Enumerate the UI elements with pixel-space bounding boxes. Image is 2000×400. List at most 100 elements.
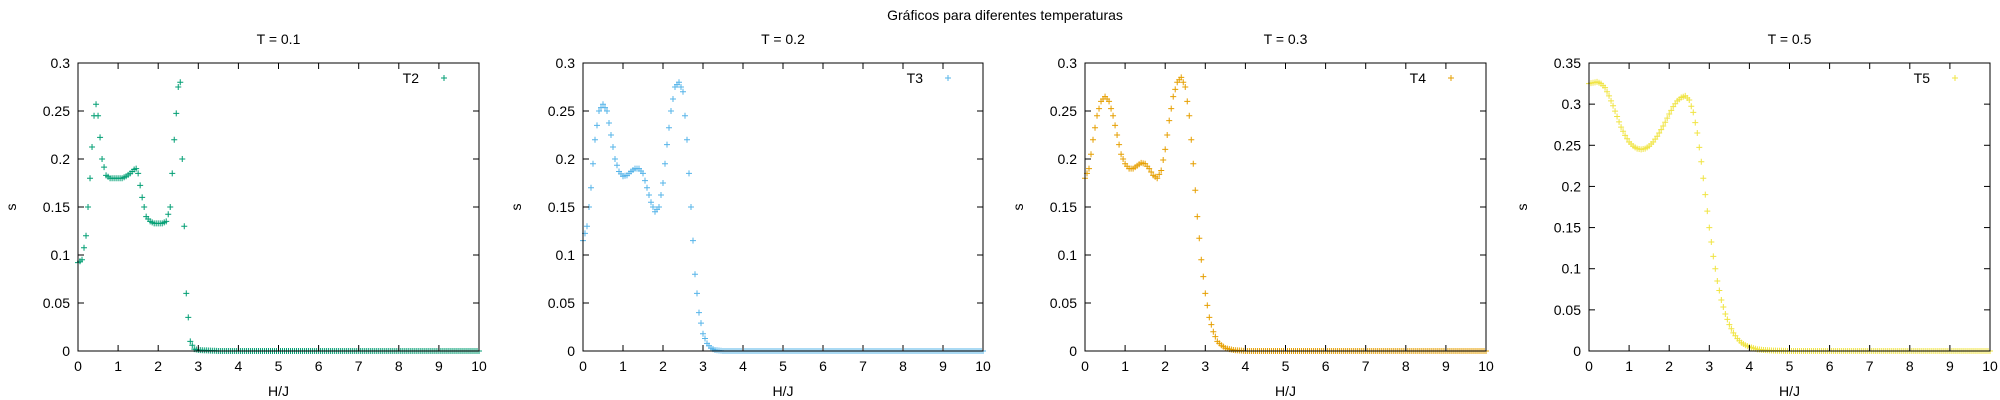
- data-point: [167, 204, 174, 210]
- data-point: [686, 170, 692, 177]
- data-point: [1198, 256, 1205, 263]
- data-point: [1148, 168, 1155, 175]
- y-tick-label: 0.05: [1050, 295, 1077, 311]
- data-point: [1184, 98, 1191, 105]
- data-point: [1698, 158, 1705, 165]
- data-point: [1170, 93, 1177, 100]
- x-tick-label: 2: [1665, 358, 1673, 374]
- data-point: [1720, 303, 1727, 310]
- x-tick-label: 7: [1866, 358, 1874, 374]
- data-point: [642, 177, 648, 184]
- y-tick-label: 0.05: [1554, 302, 1581, 318]
- figure-title: Gráficos para diferentes temperaturas: [887, 7, 1123, 23]
- data-point: [1714, 278, 1721, 285]
- data-point: [179, 156, 186, 162]
- data-point: [1692, 119, 1699, 126]
- data-point: [1206, 314, 1213, 321]
- subplot-title: T = 0.1: [257, 31, 301, 47]
- data-point: [1200, 273, 1207, 280]
- data-point: [1114, 132, 1121, 138]
- subplot-4: T = 0.5 0 1 2 3 4 5 6 7 8 9 10 0 0.05 0.1 0.15 0.2 0.25 0.…: [1514, 31, 1998, 399]
- data-point: [81, 244, 88, 251]
- data-point: [139, 194, 146, 201]
- data-point: [1602, 84, 1609, 91]
- data-point: [606, 120, 612, 126]
- x-tick-label: 2: [1161, 358, 1169, 374]
- data-point: [1696, 144, 1703, 151]
- data-point: [604, 108, 610, 114]
- data-point: [1716, 287, 1723, 294]
- data-point: [682, 112, 688, 119]
- data-point: [1194, 213, 1201, 220]
- data-point: [79, 256, 86, 263]
- data-point: [99, 156, 106, 162]
- data-point: [696, 309, 702, 316]
- data-point: [1688, 103, 1695, 110]
- data-point: [600, 101, 606, 108]
- data-point: [690, 237, 696, 244]
- data-point: [668, 108, 674, 114]
- data-point: [175, 84, 182, 90]
- data-point: [1088, 151, 1095, 158]
- x-tick-label: 2: [659, 358, 667, 374]
- data-point: [596, 108, 602, 114]
- x-tick-label: 0: [74, 358, 82, 374]
- data-point: [1168, 105, 1175, 112]
- data-point: [1656, 129, 1663, 136]
- legend-label: T3: [907, 70, 924, 86]
- data-point: [135, 170, 142, 177]
- y-tick-label: 0.2: [556, 151, 576, 167]
- data-point: [1204, 302, 1211, 309]
- x-tick-label: 5: [275, 358, 283, 374]
- x-tick-label: 9: [435, 358, 443, 374]
- data-point: [1614, 113, 1621, 120]
- y-tick-label: 0.15: [548, 199, 575, 215]
- x-tick-label: 1: [1121, 358, 1129, 374]
- x-tick-label: 6: [1322, 358, 1330, 374]
- data-point: [1724, 316, 1731, 323]
- x-tick-label: 7: [355, 358, 363, 374]
- data-point: [1704, 208, 1711, 215]
- data-point: [1096, 105, 1103, 112]
- data-point: [698, 320, 704, 327]
- data-point: [1710, 253, 1717, 260]
- data-point: [1164, 132, 1171, 138]
- series-markers: [1082, 74, 1489, 354]
- data-point: [1612, 108, 1619, 115]
- y-axis-label: s: [508, 204, 524, 211]
- data-point: [169, 170, 176, 177]
- data-point: [1090, 136, 1097, 143]
- data-point: [588, 184, 594, 191]
- data-point: [662, 160, 668, 167]
- subplot-2: T = 0.2 0 1 2 3 4 5 6 7 8 9 10 0 0.05 0.1 0.15 0.2 0.25 0.…: [508, 31, 991, 399]
- legend-label: T2: [403, 70, 420, 86]
- data-point: [1666, 111, 1673, 118]
- data-point: [83, 232, 90, 239]
- data-point: [1146, 165, 1153, 172]
- x-tick-label: 0: [1585, 358, 1593, 374]
- x-tick-label: 1: [619, 358, 627, 374]
- x-tick-label: 4: [235, 358, 243, 374]
- x-tick-label: 4: [1746, 358, 1754, 374]
- data-point: [1212, 333, 1219, 340]
- data-point: [187, 338, 194, 345]
- plot-frame: [1588, 62, 1991, 352]
- data-point: [85, 204, 92, 210]
- data-point: [185, 314, 192, 321]
- data-point: [1178, 74, 1185, 81]
- data-point: [1608, 97, 1615, 104]
- data-point: [1654, 133, 1661, 140]
- data-point: [640, 170, 646, 177]
- data-point: [1112, 122, 1119, 129]
- data-point: [1718, 296, 1725, 303]
- data-point: [1706, 224, 1713, 231]
- data-point: [89, 144, 96, 150]
- y-tick-label: 0.15: [1050, 199, 1077, 215]
- data-point: [1616, 118, 1623, 125]
- data-point: [1116, 141, 1123, 148]
- x-tick-label: 10: [471, 358, 487, 374]
- data-point: [93, 101, 100, 108]
- data-point: [1182, 84, 1189, 90]
- y-tick-label: 0: [1573, 343, 1581, 359]
- data-point: [1658, 126, 1665, 133]
